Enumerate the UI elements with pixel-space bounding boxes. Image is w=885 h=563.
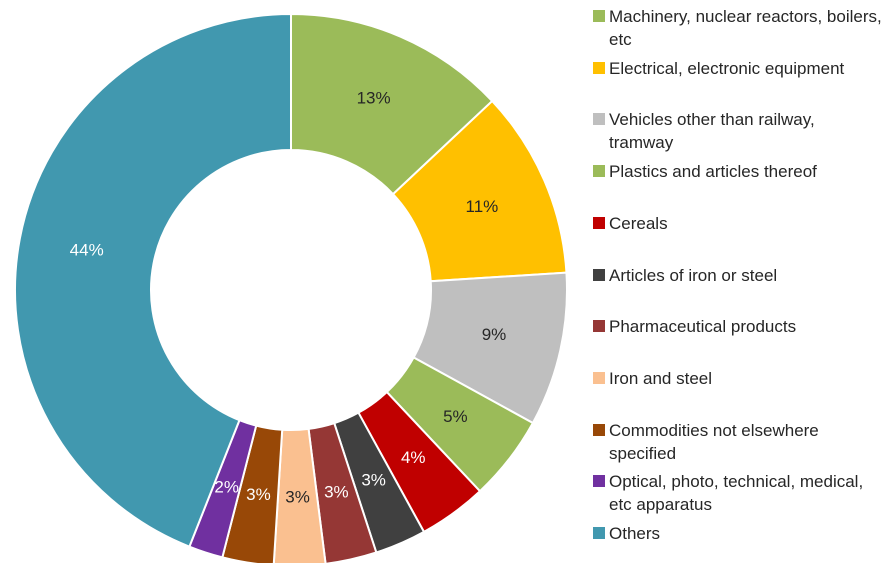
legend-item: Optical, photo, technical, medical, etc … (593, 470, 883, 516)
legend-label: Commodities not elsewhere specified (609, 420, 819, 463)
legend-swatch (593, 475, 605, 488)
legend-swatch (593, 113, 605, 126)
slice (14, 12, 292, 548)
legend-swatch (593, 216, 605, 229)
legend-label: Cereals (609, 213, 668, 233)
data-label: 13% (357, 89, 391, 108)
legend-item: Commodities not elsewhere specified (593, 419, 883, 465)
legend-label: Others (609, 524, 661, 543)
legend-swatch (593, 165, 605, 178)
legend-item: Electrical, electronic equipment (593, 57, 883, 80)
data-label: 44% (70, 241, 104, 260)
legend-swatch (593, 527, 605, 539)
legend-swatch (593, 371, 605, 384)
data-label: 9% (482, 325, 507, 344)
legend-item: Iron and steel (593, 367, 883, 390)
chart: 13% 11% 9% 5% 4% 3% 3% 3% 3% 2% 44% (14, 12, 568, 563)
data-label: 5% (443, 407, 468, 426)
data-label: 2% (214, 477, 239, 496)
slice (290, 12, 494, 196)
data-label: 3% (361, 470, 386, 489)
legend-swatch (593, 320, 605, 333)
legend-swatch (593, 423, 605, 436)
data-label: 11% (466, 197, 499, 216)
legend-item: Cereals (593, 212, 883, 235)
legend-label: Vehicles other than railway, tramway (609, 110, 815, 153)
data-label: 3% (285, 487, 310, 506)
legend-label: Articles of iron or steel (609, 265, 778, 285)
legend-swatch (593, 10, 605, 22)
legend-swatch (593, 268, 605, 281)
legend-label: Optical, photo, technical, medical, etc … (609, 472, 864, 515)
legend-swatch (593, 61, 605, 74)
legend-label: Pharmaceutical products (609, 317, 797, 337)
legend-item: Pharmaceutical products (593, 315, 883, 338)
legend-label: Iron and steel (609, 368, 713, 388)
legend-label: Machinery, nuclear reactors, boilers, et… (609, 7, 882, 49)
legend-item: Articles of iron or steel (593, 264, 883, 287)
legend-item: Plastics and articles thereof (593, 160, 883, 183)
legend-label: Plastics and articles thereof (609, 162, 817, 182)
data-label: 4% (401, 448, 426, 467)
data-label: 3% (324, 482, 349, 501)
legend-label: Electrical, electronic equipment (609, 58, 845, 78)
legend-item: Others (593, 522, 883, 545)
data-label: 3% (246, 485, 271, 504)
legend-item: Machinery, nuclear reactors, boilers, et… (593, 5, 883, 51)
legend-item: Vehicles other than railway, tramway (593, 108, 883, 154)
